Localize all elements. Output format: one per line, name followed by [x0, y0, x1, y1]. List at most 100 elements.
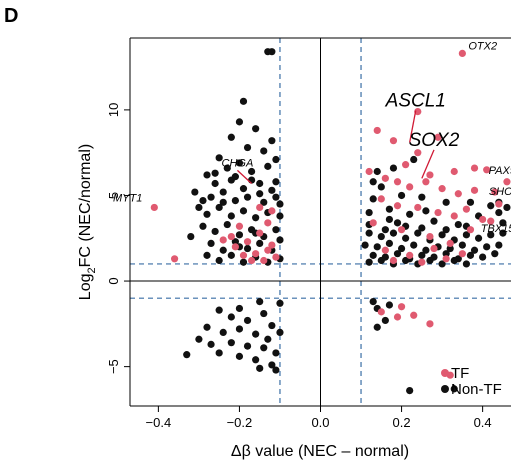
non-tf-point: [487, 231, 495, 239]
non-tf-point: [487, 202, 495, 210]
y-tick-label: −5: [106, 359, 121, 374]
tf-point: [219, 236, 227, 244]
tf-point: [369, 219, 377, 227]
annotation-leader-line: [421, 149, 435, 179]
non-tf-point: [268, 321, 276, 330]
non-tf-point: [252, 125, 260, 133]
tf-point: [393, 313, 402, 321]
non-tf-point: [260, 198, 268, 206]
non-tf-point: [231, 197, 239, 205]
non-tf-point: [235, 352, 244, 360]
tf-point: [397, 303, 406, 311]
non-tf-point: [243, 193, 252, 201]
non-tf-point: [410, 241, 418, 249]
non-tf-point: [491, 250, 499, 258]
non-tf-point: [231, 238, 239, 246]
non-tf-point: [422, 207, 430, 215]
tf-point: [272, 253, 280, 261]
non-tf-point: [495, 241, 503, 249]
non-tf-point: [474, 234, 483, 242]
non-tf-point: [219, 198, 227, 206]
tf-point: [239, 251, 248, 259]
non-tf-point: [462, 260, 471, 268]
tf-point: [268, 241, 276, 249]
tf-point: [377, 195, 385, 203]
non-tf-point: [219, 188, 227, 196]
gene-label-sox2: SOX2: [409, 130, 460, 151]
non-tf-point: [406, 386, 414, 395]
non-tf-point: [239, 97, 248, 105]
non-tf-point: [361, 241, 369, 249]
non-tf-point: [256, 297, 264, 306]
tf-point: [434, 208, 442, 217]
y-axis-title-rest: FC (NEC/normal): [77, 144, 94, 268]
non-tf-point: [503, 203, 511, 212]
tf-point: [227, 232, 235, 241]
tf-point: [393, 178, 402, 186]
non-tf-point: [410, 155, 418, 164]
tf-point: [373, 126, 381, 135]
non-tf-point: [195, 203, 203, 212]
tf-point: [426, 171, 434, 179]
tf-point: [260, 256, 268, 265]
non-tf-point: [397, 191, 406, 200]
non-tf-point: [207, 340, 215, 348]
tf-point: [381, 174, 389, 182]
non-tf-point: [207, 193, 215, 201]
non-tf-point: [470, 246, 479, 254]
non-tf-point: [438, 260, 446, 268]
tf-point: [418, 258, 426, 266]
non-tf-point: [243, 342, 252, 350]
non-tf-point: [402, 234, 410, 242]
x-axis-title: Δβ value (NEC – normal): [231, 443, 409, 460]
x-tick-label: −0.2: [227, 415, 253, 430]
tf-point: [406, 183, 414, 191]
axes: −0.4 −0.2 0.0 0.2 0.4 −5 0 5 10: [106, 37, 511, 430]
non-tf-point: [276, 328, 284, 336]
non-tf-point: [414, 229, 422, 237]
tf-point: [458, 49, 466, 58]
non-tf-point: [227, 339, 235, 347]
tf-point: [450, 212, 458, 220]
tf-point: [426, 320, 434, 328]
non-tf-point: [207, 239, 215, 247]
tf-point: [264, 219, 272, 227]
non-tf-point: [268, 361, 276, 369]
x-tick-label: 0.4: [474, 415, 492, 430]
tf-point: [231, 243, 239, 251]
tf-point: [252, 250, 260, 258]
non-tf-point: [203, 323, 211, 331]
tf-point: [503, 178, 511, 186]
non-tf-point: [199, 222, 207, 230]
non-tf-point: [272, 178, 280, 186]
plot-area: OTX2 ASCL1 SOX2 PAX9 SHOX2 TBX15 CHGA MYT1 TFNo…: [113, 38, 511, 406]
non-tf-point: [406, 210, 414, 218]
non-tf-point: [369, 195, 377, 203]
non-tf-point: [256, 179, 264, 188]
non-tf-point: [442, 198, 450, 206]
tf-point: [454, 190, 462, 198]
non-tf-point: [272, 193, 280, 201]
non-tf-point: [365, 208, 373, 217]
non-tf-point: [264, 335, 272, 343]
non-tf-point: [369, 251, 377, 259]
non-tf-point: [381, 226, 389, 234]
non-tf-point: [268, 186, 276, 194]
non-tf-point: [187, 232, 195, 241]
gene-label-shox2: SHOX2: [489, 186, 511, 198]
y-axis-title-main: Log: [77, 273, 94, 300]
non-tf-point: [264, 162, 272, 170]
non-tf-point: [219, 328, 227, 336]
non-tf-point: [458, 241, 466, 249]
non-tf-point: [235, 159, 244, 167]
non-tf-point: [203, 251, 211, 259]
non-tf-point: [466, 251, 475, 259]
y-axis-title: Log2FC (NEC/normal): [77, 144, 98, 300]
non-tf-point: [276, 236, 284, 244]
tf-point: [442, 255, 450, 263]
non-tf-point: [442, 226, 450, 234]
tf-point: [389, 256, 398, 265]
non-tf-point: [260, 309, 268, 318]
